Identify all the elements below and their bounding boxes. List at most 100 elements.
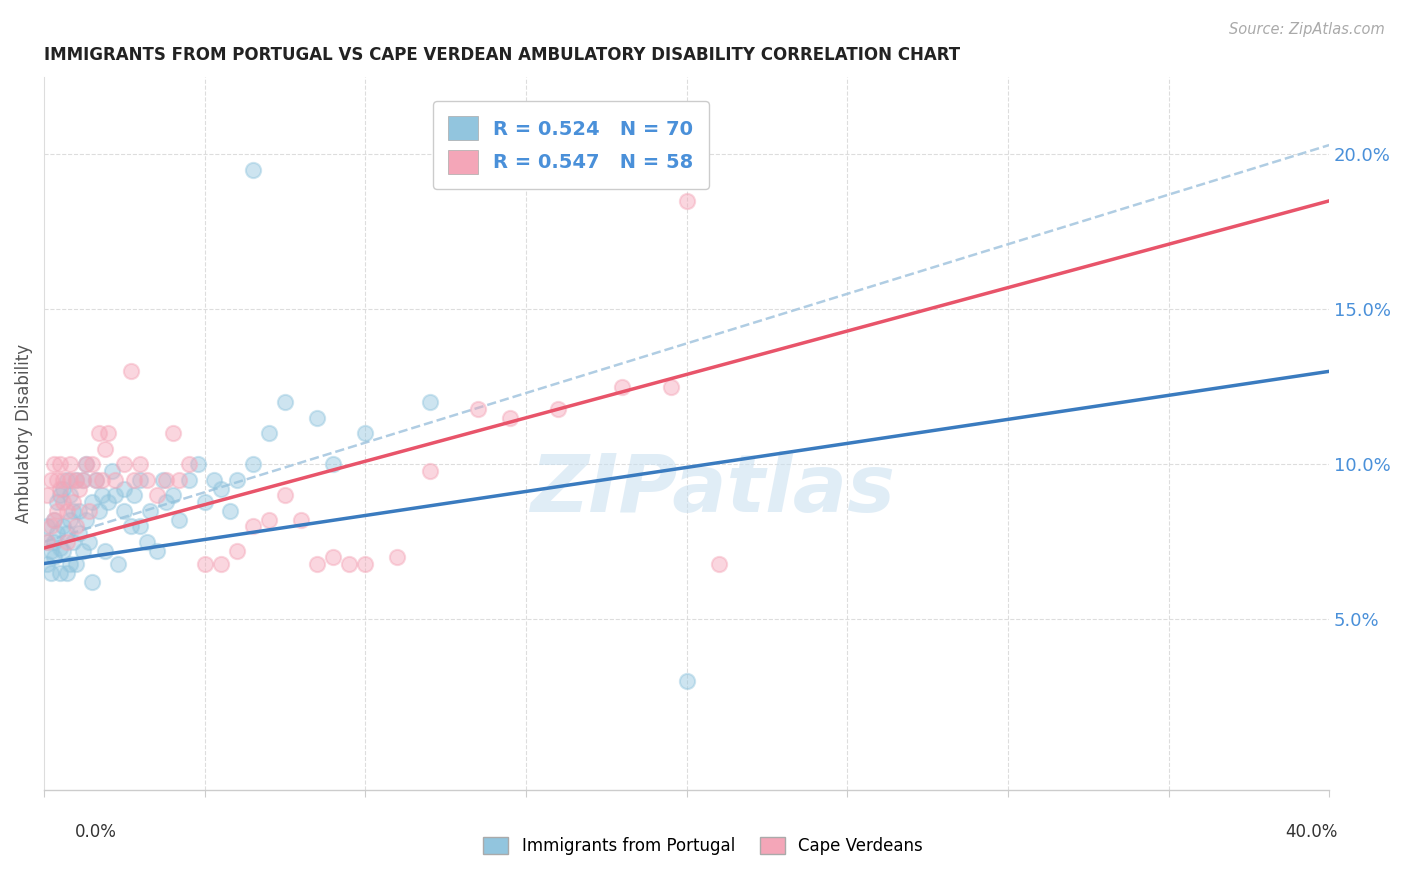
- Point: [46, 473, 69, 487]
- Point: [52, 519, 75, 533]
- Point: [55, 473, 77, 487]
- Point: [135, 473, 157, 487]
- Point: [39, 566, 62, 580]
- Point: [75, 513, 97, 527]
- Point: [84, 473, 107, 487]
- Point: [59, 513, 82, 527]
- Point: [55, 566, 77, 580]
- Point: [122, 488, 145, 502]
- Point: [307, 557, 329, 571]
- Point: [94, 442, 117, 456]
- Point: [354, 557, 377, 571]
- Text: Source: ZipAtlas.com: Source: ZipAtlas.com: [1229, 22, 1385, 37]
- Point: [49, 482, 72, 496]
- Point: [75, 458, 97, 472]
- Point: [112, 458, 135, 472]
- Point: [72, 473, 94, 487]
- Point: [52, 482, 75, 496]
- Point: [257, 513, 280, 527]
- Point: [75, 458, 97, 472]
- Point: [167, 513, 190, 527]
- Point: [162, 426, 184, 441]
- Text: IMMIGRANTS FROM PORTUGAL VS CAPE VERDEAN AMBULATORY DISABILITY CORRELATION CHART: IMMIGRANTS FROM PORTUGAL VS CAPE VERDEAN…: [44, 46, 960, 64]
- Point: [242, 162, 264, 177]
- Point: [467, 401, 489, 416]
- Legend: R = 0.524   N = 70, R = 0.547   N = 58: R = 0.524 N = 70, R = 0.547 N = 58: [433, 101, 709, 189]
- Point: [52, 544, 75, 558]
- Text: 0.0%: 0.0%: [75, 823, 117, 841]
- Point: [675, 194, 697, 208]
- Point: [42, 513, 65, 527]
- Point: [322, 550, 344, 565]
- Point: [107, 557, 129, 571]
- Point: [42, 513, 65, 527]
- Point: [242, 458, 264, 472]
- Point: [120, 519, 142, 533]
- Point: [39, 544, 62, 558]
- Point: [100, 463, 122, 477]
- Point: [37, 557, 59, 571]
- Point: [257, 426, 280, 441]
- Point: [387, 550, 409, 565]
- Point: [290, 513, 312, 527]
- Point: [37, 534, 59, 549]
- Point: [120, 364, 142, 378]
- Point: [39, 473, 62, 487]
- Point: [72, 544, 94, 558]
- Point: [65, 557, 87, 571]
- Point: [62, 504, 84, 518]
- Point: [209, 482, 232, 496]
- Point: [87, 504, 110, 518]
- Point: [62, 494, 84, 508]
- Point: [194, 557, 217, 571]
- Point: [52, 473, 75, 487]
- Point: [69, 525, 91, 540]
- Point: [177, 458, 200, 472]
- Y-axis label: Ambulatory Disability: Ambulatory Disability: [15, 343, 32, 523]
- Point: [65, 473, 87, 487]
- Point: [59, 557, 82, 571]
- Point: [139, 504, 162, 518]
- Point: [219, 504, 242, 518]
- Point: [225, 473, 247, 487]
- Point: [194, 494, 217, 508]
- Point: [55, 525, 77, 540]
- Point: [46, 504, 69, 518]
- Point: [104, 473, 127, 487]
- Point: [91, 488, 114, 502]
- Point: [202, 473, 225, 487]
- Point: [187, 458, 209, 472]
- Point: [37, 488, 59, 502]
- Point: [152, 473, 174, 487]
- Point: [104, 488, 127, 502]
- Point: [46, 525, 69, 540]
- Point: [49, 488, 72, 502]
- Point: [112, 482, 135, 496]
- Point: [419, 395, 441, 409]
- Point: [37, 519, 59, 533]
- Point: [659, 380, 682, 394]
- Point: [209, 557, 232, 571]
- Point: [307, 410, 329, 425]
- Point: [49, 566, 72, 580]
- Point: [82, 494, 104, 508]
- Point: [59, 473, 82, 487]
- Point: [129, 473, 152, 487]
- Point: [42, 534, 65, 549]
- Point: [82, 575, 104, 590]
- Point: [49, 458, 72, 472]
- Point: [46, 494, 69, 508]
- Point: [122, 473, 145, 487]
- Point: [82, 458, 104, 472]
- Point: [94, 544, 117, 558]
- Text: ZIPatlas: ZIPatlas: [530, 451, 894, 529]
- Point: [52, 494, 75, 508]
- Point: [42, 458, 65, 472]
- Point: [65, 519, 87, 533]
- Point: [274, 395, 297, 409]
- Point: [675, 674, 697, 689]
- Point: [55, 504, 77, 518]
- Point: [145, 544, 167, 558]
- Point: [322, 458, 344, 472]
- Point: [547, 401, 569, 416]
